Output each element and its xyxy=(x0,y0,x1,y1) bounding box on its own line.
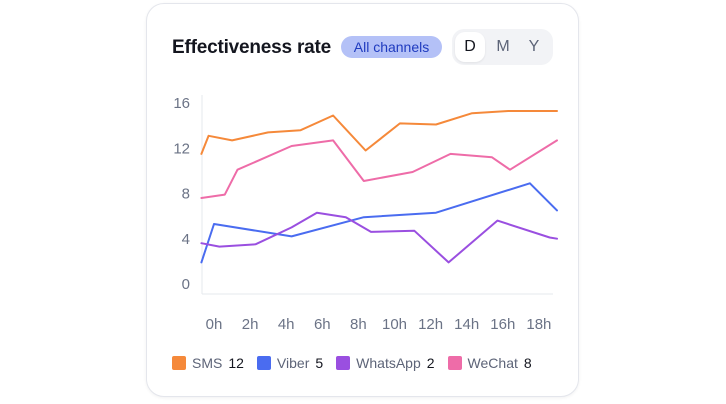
legend-label-sms: SMS xyxy=(192,355,223,371)
series-line-wechat xyxy=(200,139,558,199)
x-tick-label: 2h xyxy=(242,316,259,333)
legend-count-wechat: 8 xyxy=(523,355,532,371)
legend-item-viber[interactable]: Viber 5 xyxy=(256,355,324,371)
legend-swatch-sms xyxy=(172,356,186,370)
channel-filter-button[interactable]: All channels xyxy=(341,36,442,58)
x-tick-label: 6h xyxy=(314,316,331,333)
series-line-whatsapp xyxy=(200,211,558,264)
legend-label-viber: Viber xyxy=(276,355,310,371)
effectiveness-card xyxy=(146,3,579,397)
x-tick-label: 18h xyxy=(526,316,551,333)
legend-item-wechat[interactable]: WeChat 8 xyxy=(447,355,532,371)
series-line-viber xyxy=(200,182,558,264)
legend-swatch-wechat xyxy=(447,356,462,370)
x-tick-label: 4h xyxy=(278,316,295,333)
card-title: Effectiveness rate xyxy=(172,37,332,58)
y-tick-label: 4 xyxy=(182,231,190,248)
legend-label-whatsapp: WhatsApp xyxy=(356,355,421,371)
x-tick-label: 8h xyxy=(350,316,367,333)
y-tick-label: 0 xyxy=(182,276,190,293)
legend-item-whatsapp[interactable]: WhatsApp 2 xyxy=(336,355,435,371)
x-tick-label: 10h xyxy=(382,316,407,333)
legend-swatch-viber xyxy=(256,356,271,370)
series-line-sms xyxy=(200,110,558,155)
x-tick-label: 12h xyxy=(418,316,443,333)
legend-count-viber: 5 xyxy=(315,355,324,371)
period-toggle: D M Y xyxy=(452,29,553,65)
period-year-button[interactable]: Y xyxy=(528,38,540,55)
legend-count-whatsapp: 2 xyxy=(426,355,435,371)
period-day-button[interactable]: D xyxy=(455,32,485,62)
chart-legend: SMS 12 Viber 5 WhatsApp 2 WeChat 8 xyxy=(172,352,545,374)
y-tick-label: 16 xyxy=(173,95,190,112)
legend-item-sms[interactable]: SMS 12 xyxy=(172,355,244,371)
legend-label-wechat: WeChat xyxy=(467,355,518,371)
x-tick-label: 14h xyxy=(454,316,479,333)
x-tick-label: 0h xyxy=(206,316,223,333)
y-tick-label: 8 xyxy=(182,186,190,203)
period-month-button[interactable]: M xyxy=(496,38,510,55)
legend-count-sms: 12 xyxy=(228,355,244,371)
y-tick-label: 12 xyxy=(173,140,190,157)
x-tick-label: 16h xyxy=(490,316,515,333)
legend-swatch-whatsapp xyxy=(336,356,351,370)
